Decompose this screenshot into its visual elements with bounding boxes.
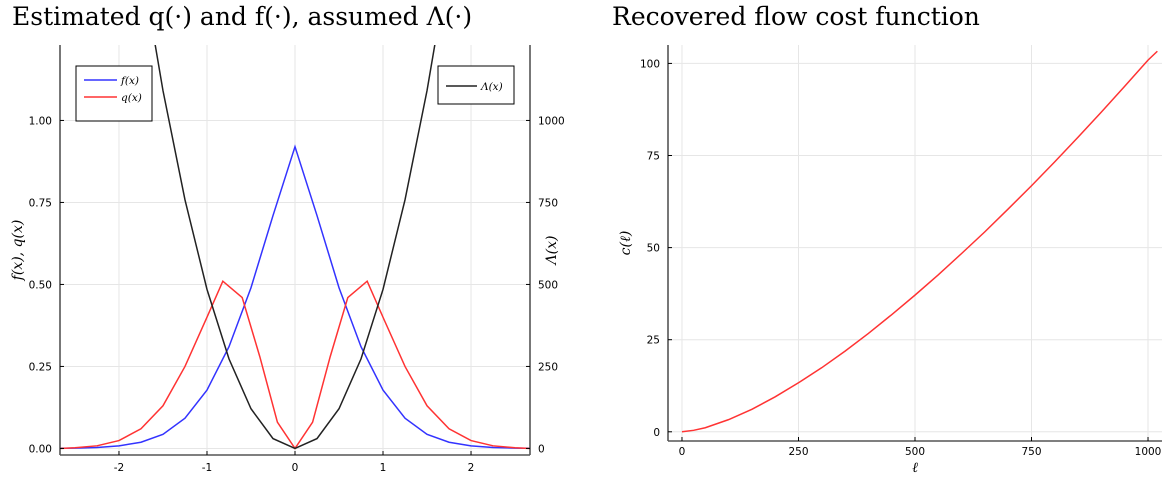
y2-tick-label: 750 <box>538 197 558 209</box>
left-chart: Estimated q(·) and f(·), assumed Λ(·) -2 -… <box>10 2 565 474</box>
y-tick-label: 0.25 <box>29 361 52 373</box>
y2-tick-label: 250 <box>538 361 558 373</box>
x-tick-label: -1 <box>202 462 212 474</box>
y-tick-label: 0 <box>653 427 660 439</box>
x-tick-label: 250 <box>788 446 808 458</box>
legend-label: Λ(x) <box>480 81 503 93</box>
y-tick-label: 25 <box>647 335 660 347</box>
y-tick-label: 0.00 <box>29 443 52 455</box>
legend-label: f(x) <box>120 75 139 87</box>
series-line-cost <box>681 50 1158 433</box>
x-tick-label: 1 <box>380 462 387 474</box>
y-axis-label: c(ℓ) <box>618 231 634 256</box>
legend-left: f(x) q(x) <box>75 65 153 122</box>
x-axis-label: ℓ <box>912 460 918 476</box>
y-tick-label: 100 <box>640 58 660 70</box>
x-tick-label: 750 <box>1021 446 1041 458</box>
x-tick-label: 2 <box>468 462 475 474</box>
y-tick-label: 0.50 <box>29 279 52 291</box>
series-line-fx <box>60 144 530 450</box>
y-tick-label: 75 <box>647 151 660 163</box>
x-tick-label: 1000 <box>1135 446 1162 458</box>
y2-axis-label: Λ(x) <box>544 236 560 267</box>
y-tick-label: 0.75 <box>29 197 52 209</box>
x-tick-label: 0 <box>292 462 299 474</box>
x-tick-label: 0 <box>679 446 686 458</box>
y2-tick-label: 0 <box>538 443 545 455</box>
x-tick-label: -2 <box>114 462 124 474</box>
y2-tick-label: 1000 <box>538 115 565 127</box>
legend-box <box>437 65 515 105</box>
legend-right: Λ(x) <box>437 65 515 105</box>
y-tick-label: 50 <box>647 243 660 255</box>
chart-title: Estimated q(·) and f(·), assumed Λ(·) <box>12 2 472 31</box>
legend-box <box>75 65 153 122</box>
y2-tick-label: 500 <box>538 279 558 291</box>
y-axis-label: f(x), q(x) <box>10 220 26 282</box>
y-tick-label: 1.00 <box>29 115 52 127</box>
plot-area <box>60 45 530 450</box>
legend-label: q(x) <box>121 92 142 104</box>
x-tick-label: 500 <box>905 446 925 458</box>
series-line-x <box>154 45 436 450</box>
chart-title: Recovered flow cost function <box>612 2 980 31</box>
